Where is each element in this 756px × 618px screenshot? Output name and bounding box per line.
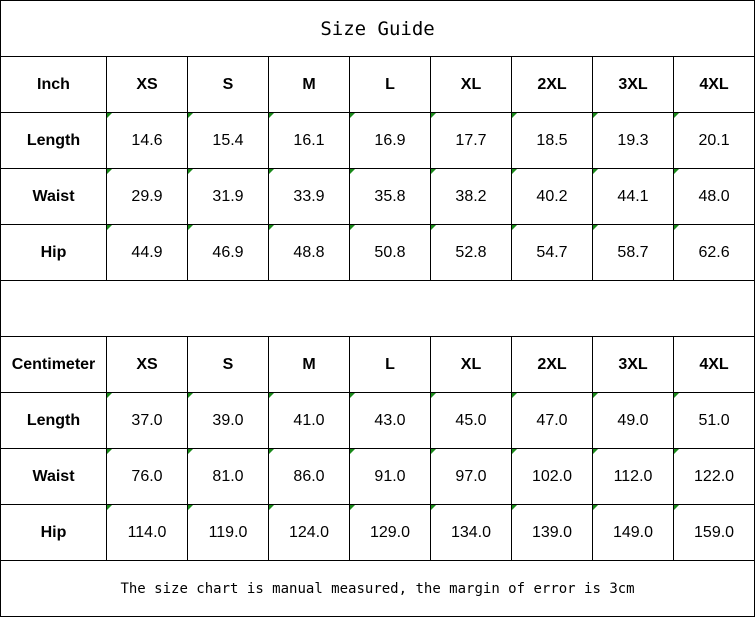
value-cell: 45.0 [430, 392, 512, 449]
value-cell: 44.1 [592, 168, 674, 225]
value-cell: 49.0 [592, 392, 674, 449]
cm-unit-label: Centimeter [0, 336, 107, 393]
value-cell: 122.0 [672, 448, 756, 505]
value-cell: 41.0 [268, 392, 350, 449]
size-header-xs: XS [106, 56, 188, 113]
measure-label-hip: Hip [0, 504, 107, 561]
value-cell: 114.0 [106, 504, 188, 561]
value-cell: 15.4 [187, 112, 269, 169]
value-cell: 124.0 [268, 504, 350, 561]
table-row: Length 37.0 39.0 41.0 43.0 45.0 47.0 49.0 51.0 [0, 392, 756, 449]
value-cell: 47.0 [511, 392, 593, 449]
value-cell: 39.0 [187, 392, 269, 449]
empty-cell [0, 280, 756, 337]
value-cell: 48.0 [672, 168, 756, 225]
table-row: Waist 29.9 31.9 33.9 35.8 38.2 40.2 44.1 48.0 [0, 168, 756, 225]
value-cell: 18.5 [511, 112, 593, 169]
value-cell: 97.0 [430, 448, 512, 505]
value-cell: 51.0 [672, 392, 756, 449]
value-cell: 134.0 [430, 504, 512, 561]
table-row: Waist 76.0 81.0 86.0 91.0 97.0 102.0 112.0 122.0 [0, 448, 756, 505]
value-cell: 16.9 [349, 112, 431, 169]
value-cell: 86.0 [268, 448, 350, 505]
measure-label-waist: Waist [0, 448, 107, 505]
value-cell: 149.0 [592, 504, 674, 561]
size-header-3xl: 3XL [592, 56, 674, 113]
value-cell: 48.8 [268, 224, 350, 281]
spacer-row [0, 280, 756, 337]
value-cell: 17.7 [430, 112, 512, 169]
value-cell: 31.9 [187, 168, 269, 225]
size-header-xs: XS [106, 336, 188, 393]
size-header-4xl: 4XL [672, 336, 756, 393]
value-cell: 54.7 [511, 224, 593, 281]
measure-label-length: Length [0, 112, 107, 169]
value-cell: 35.8 [349, 168, 431, 225]
inch-header-row: Inch XS S M L XL 2XL 3XL 4XL [0, 56, 756, 113]
value-cell: 16.1 [268, 112, 350, 169]
size-header-s: S [187, 336, 269, 393]
value-cell: 38.2 [430, 168, 512, 225]
cm-header-row: Centimeter XS S M L XL 2XL 3XL 4XL [0, 336, 756, 393]
value-cell: 52.8 [430, 224, 512, 281]
size-header-l: L [349, 336, 431, 393]
value-cell: 46.9 [187, 224, 269, 281]
measure-label-hip: Hip [0, 224, 107, 281]
value-cell: 119.0 [187, 504, 269, 561]
measurement-note: The size chart is manual measured, the m… [0, 560, 756, 617]
value-cell: 29.9 [106, 168, 188, 225]
value-cell: 81.0 [187, 448, 269, 505]
table-row: Hip 44.9 46.9 48.8 50.8 52.8 54.7 58.7 62.6 [0, 224, 756, 281]
value-cell: 37.0 [106, 392, 188, 449]
value-cell: 62.6 [672, 224, 756, 281]
size-header-s: S [187, 56, 269, 113]
size-header-xl: XL [430, 336, 512, 393]
inch-unit-label: Inch [0, 56, 107, 113]
value-cell: 58.7 [592, 224, 674, 281]
value-cell: 50.8 [349, 224, 431, 281]
value-cell: 40.2 [511, 168, 593, 225]
title-row: Size Guide [0, 0, 756, 57]
value-cell: 139.0 [511, 504, 593, 561]
measure-label-waist: Waist [0, 168, 107, 225]
table-title: Size Guide [0, 0, 756, 57]
value-cell: 44.9 [106, 224, 188, 281]
size-header-2xl: 2XL [511, 336, 593, 393]
size-header-m: M [268, 56, 350, 113]
value-cell: 33.9 [268, 168, 350, 225]
value-cell: 19.3 [592, 112, 674, 169]
value-cell: 159.0 [672, 504, 756, 561]
size-header-l: L [349, 56, 431, 113]
table-row: Length 14.6 15.4 16.1 16.9 17.7 18.5 19.3 20.1 [0, 112, 756, 169]
value-cell: 112.0 [592, 448, 674, 505]
size-header-4xl: 4XL [672, 56, 756, 113]
value-cell: 91.0 [349, 448, 431, 505]
value-cell: 43.0 [349, 392, 431, 449]
value-cell: 102.0 [511, 448, 593, 505]
note-row: The size chart is manual measured, the m… [0, 560, 756, 617]
size-header-m: M [268, 336, 350, 393]
size-header-xl: XL [430, 56, 512, 113]
value-cell: 14.6 [106, 112, 188, 169]
measure-label-length: Length [0, 392, 107, 449]
size-header-3xl: 3XL [592, 336, 674, 393]
table-row: Hip 114.0 119.0 124.0 129.0 134.0 139.0 149.0 15… [0, 504, 756, 561]
value-cell: 129.0 [349, 504, 431, 561]
value-cell: 76.0 [106, 448, 188, 505]
value-cell: 20.1 [672, 112, 756, 169]
size-header-2xl: 2XL [511, 56, 593, 113]
